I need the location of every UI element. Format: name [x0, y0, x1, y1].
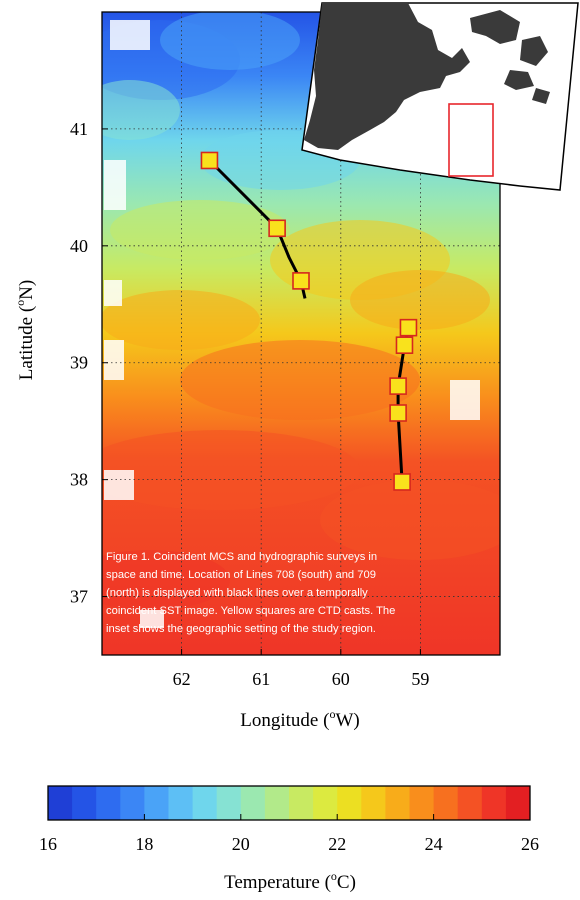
- colorbar-swatch: [457, 786, 483, 820]
- colorbar-swatch: [264, 786, 290, 820]
- latitude-ticks: 41 40 39 38 37: [70, 119, 108, 607]
- colorbar-tick-label: 20: [232, 834, 250, 854]
- colorbar-tick-label: 26: [521, 834, 539, 854]
- ctd-cast-marker: [200, 151, 219, 170]
- map-frame: [101, 11, 501, 656]
- svg-text:Longitude (oW): Longitude (oW): [240, 707, 359, 731]
- lon-tick-label: 59: [411, 669, 429, 689]
- colorbar: [48, 786, 531, 820]
- figure-caption: Figure 1. Coincident MCS and hydrographi…: [106, 551, 395, 635]
- colorbar-swatch: [385, 786, 410, 820]
- colorbar-swatch: [120, 786, 145, 820]
- colorbar-swatch: [96, 786, 121, 820]
- longitude-ticks: 62 61 60 59: [173, 649, 429, 689]
- ctd-casts: [200, 151, 418, 491]
- colorbar-tick-label: 24: [425, 834, 443, 854]
- lon-tick-label: 61: [252, 669, 270, 689]
- x-axis-label: Longitude (oW): [240, 707, 359, 731]
- colorbar-swatch: [505, 786, 531, 820]
- colorbar-ticks: 16 18 20 22 24 26: [39, 814, 539, 854]
- lon-tick-label: 62: [173, 669, 191, 689]
- inset-land: [304, 3, 550, 150]
- ctd-cast-marker: [399, 318, 418, 337]
- colorbar-swatch: [216, 786, 242, 820]
- colorbar-swatch: [409, 786, 435, 820]
- ctd-cast-marker: [393, 473, 411, 491]
- colorbar-label: Temperature (oC): [224, 869, 356, 893]
- lat-tick-label: 38: [70, 470, 88, 490]
- ctd-cast-marker: [292, 272, 310, 290]
- inset-map: [301, 2, 579, 191]
- map-grid: [102, 12, 500, 655]
- lat-tick-label: 40: [70, 236, 88, 256]
- svg-text:Temperature (oC): Temperature (oC): [224, 869, 356, 893]
- colorbar-tick-label: 22: [328, 834, 346, 854]
- ctd-cast-marker: [395, 336, 414, 354]
- study-region-box: [448, 103, 494, 177]
- colorbar-swatch: [289, 786, 314, 820]
- colorbar-frame: [47, 785, 531, 821]
- lat-tick-label: 41: [70, 119, 88, 139]
- ctd-cast-marker: [389, 404, 407, 422]
- colorbar-swatch: [72, 786, 97, 820]
- colorbar-tick-label: 18: [135, 834, 153, 854]
- colorbar-swatch: [313, 786, 338, 820]
- svg-text:Latitude (oN): Latitude (oN): [13, 280, 37, 380]
- colorbar-swatch: [240, 786, 266, 820]
- colorbar-swatch: [48, 786, 73, 820]
- ctd-cast-marker: [389, 377, 407, 395]
- colorbar-swatch: [433, 786, 459, 820]
- ctd-cast-marker: [268, 219, 286, 238]
- lat-tick-label: 39: [70, 353, 88, 373]
- colorbar-swatch: [481, 786, 507, 820]
- lat-tick-label: 37: [70, 587, 88, 607]
- colorbar-swatch: [192, 786, 218, 820]
- y-axis-label: Latitude (oN): [13, 280, 37, 380]
- colorbar-swatch: [144, 786, 169, 820]
- colorbar-swatch: [361, 786, 386, 820]
- lon-tick-label: 60: [332, 669, 350, 689]
- colorbar-swatch: [337, 786, 362, 820]
- colorbar-tick-label: 16: [39, 834, 57, 854]
- colorbar-swatch: [168, 786, 194, 820]
